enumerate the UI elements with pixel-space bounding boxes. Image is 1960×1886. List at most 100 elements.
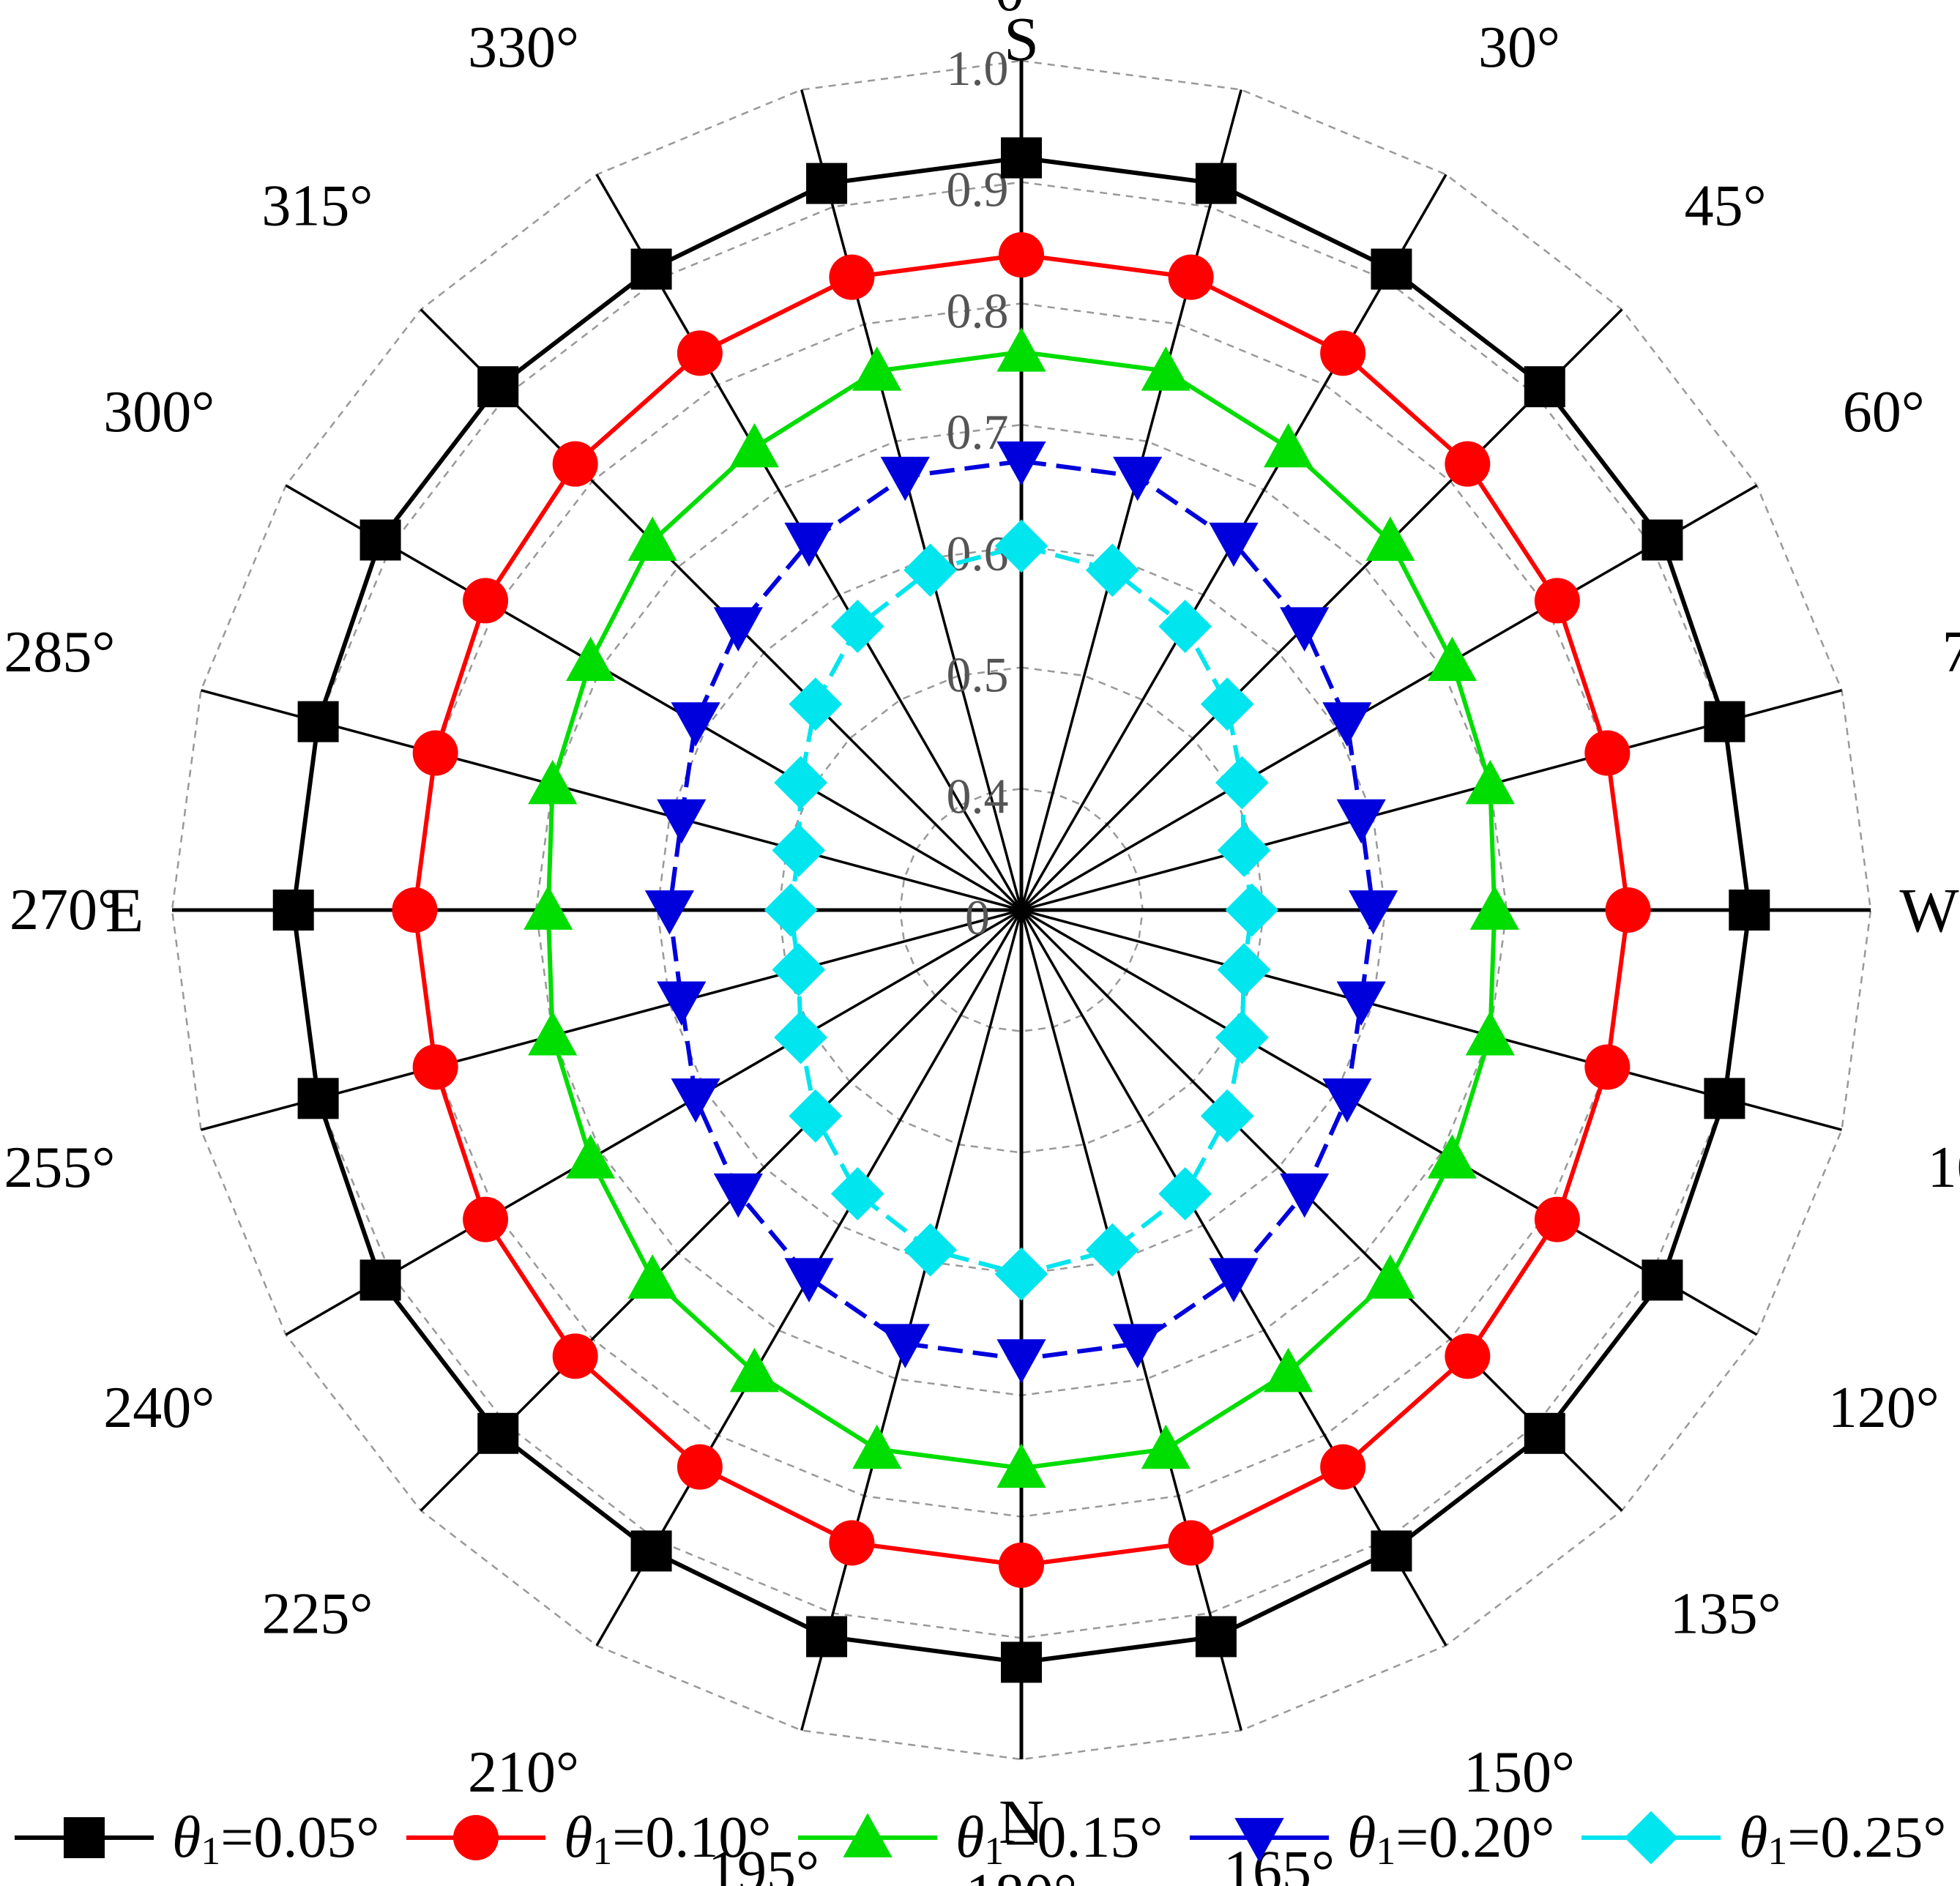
data-point: [1642, 519, 1683, 561]
data-point: [903, 543, 958, 597]
data-point: [713, 1173, 763, 1218]
r-tick-label: 0.8: [947, 283, 1009, 338]
r-tick-label: 0.4: [947, 768, 1009, 824]
data-point: [772, 943, 826, 996]
angle-label: 285°: [4, 620, 115, 685]
data-point: [1168, 1520, 1214, 1566]
data-point: [903, 1223, 958, 1277]
data-point: [994, 1247, 1048, 1301]
data-point: [392, 887, 438, 933]
data-point: [784, 522, 834, 567]
angle-label: 195°: [708, 1840, 819, 1886]
data-point: [764, 883, 818, 937]
data-point: [1465, 759, 1515, 805]
angle-label: 300°: [103, 380, 215, 444]
data-point: [830, 1167, 884, 1220]
data-point: [1113, 456, 1163, 502]
data-point: [1365, 516, 1415, 562]
data-point: [1729, 890, 1770, 931]
data-point: [272, 890, 314, 931]
data-point: [552, 441, 598, 487]
direction-label-right: W: [1899, 875, 1959, 945]
data-point: [1534, 1196, 1580, 1242]
data-point: [772, 824, 826, 877]
data-point: [1427, 1134, 1478, 1179]
data-point: [1001, 137, 1042, 179]
data-point: [1209, 1258, 1259, 1302]
data-point: [523, 885, 573, 930]
data-point: [713, 607, 763, 652]
radial-spoke: [285, 909, 1022, 1336]
r-tick-label: 0.5: [947, 647, 1009, 703]
data-point: [1113, 1324, 1163, 1368]
radial-spoke: [1021, 484, 1758, 912]
data-point: [412, 730, 458, 776]
r-tick-label: 1.0: [947, 40, 1009, 96]
data-point: [1209, 522, 1259, 567]
data-point: [1141, 346, 1190, 391]
legend-label: θ1=0.15°: [955, 1805, 1163, 1873]
data-point: [1534, 578, 1580, 624]
data-point: [789, 677, 843, 731]
radial-spoke: [1020, 909, 1242, 1731]
data-point: [1524, 366, 1565, 408]
legend-marker: [843, 1813, 893, 1857]
data-point: [463, 1196, 509, 1242]
data-point: [1322, 1078, 1372, 1123]
angle-label: 45°: [1685, 174, 1767, 238]
legend-label: θ1=0.05°: [172, 1805, 379, 1873]
data-point: [996, 327, 1046, 372]
data-point: [565, 636, 616, 682]
direction-label-bottom: N: [999, 1786, 1044, 1857]
data-point: [1584, 730, 1631, 776]
angle-label: 330°: [468, 15, 579, 80]
data-point: [789, 1089, 843, 1143]
data-point: [657, 799, 707, 844]
data-point: [657, 981, 707, 1026]
data-point: [1469, 885, 1519, 930]
data-point: [1215, 756, 1269, 810]
data-point: [994, 519, 1048, 573]
data-point: [996, 1339, 1046, 1384]
legend-label: θ1=0.20°: [1347, 1805, 1554, 1873]
data-point: [1200, 1089, 1254, 1143]
angle-label: 240°: [103, 1376, 215, 1440]
r-tick-label: 0: [965, 890, 990, 945]
data-point: [359, 1259, 401, 1301]
angle-label: 210°: [468, 1740, 579, 1805]
data-point: [1263, 422, 1314, 468]
radial-spoke: [800, 909, 1023, 1731]
data-point: [1336, 799, 1386, 844]
data-point: [1371, 248, 1412, 290]
data-point: [1371, 1530, 1412, 1572]
angle-label: 30°: [1478, 15, 1560, 80]
data-point: [999, 1542, 1044, 1588]
radial-spoke: [1021, 909, 1758, 1336]
data-point: [1195, 1616, 1237, 1658]
data-point: [784, 1258, 834, 1302]
data-point: [677, 330, 723, 376]
data-point: [1322, 702, 1372, 747]
data-point: [1158, 1167, 1212, 1220]
data-point: [1001, 1641, 1042, 1683]
data-point: [880, 456, 930, 502]
data-point: [1280, 1173, 1330, 1218]
radial-spoke: [285, 484, 1022, 912]
data-point: [528, 759, 578, 805]
data-point: [627, 1254, 677, 1299]
data-point: [774, 756, 828, 810]
data-point: [852, 1424, 902, 1469]
data-point: [830, 600, 884, 653]
data-point: [1427, 636, 1478, 682]
angle-label: 165°: [1223, 1840, 1335, 1886]
angle-label: 135°: [1670, 1582, 1781, 1647]
data-point: [1168, 254, 1214, 300]
data-point: [1348, 890, 1398, 935]
data-point: [880, 1324, 930, 1368]
data-point: [1085, 1223, 1139, 1277]
data-point: [1336, 981, 1386, 1026]
data-point: [630, 248, 672, 290]
data-point: [806, 1616, 848, 1658]
data-point: [999, 232, 1044, 278]
